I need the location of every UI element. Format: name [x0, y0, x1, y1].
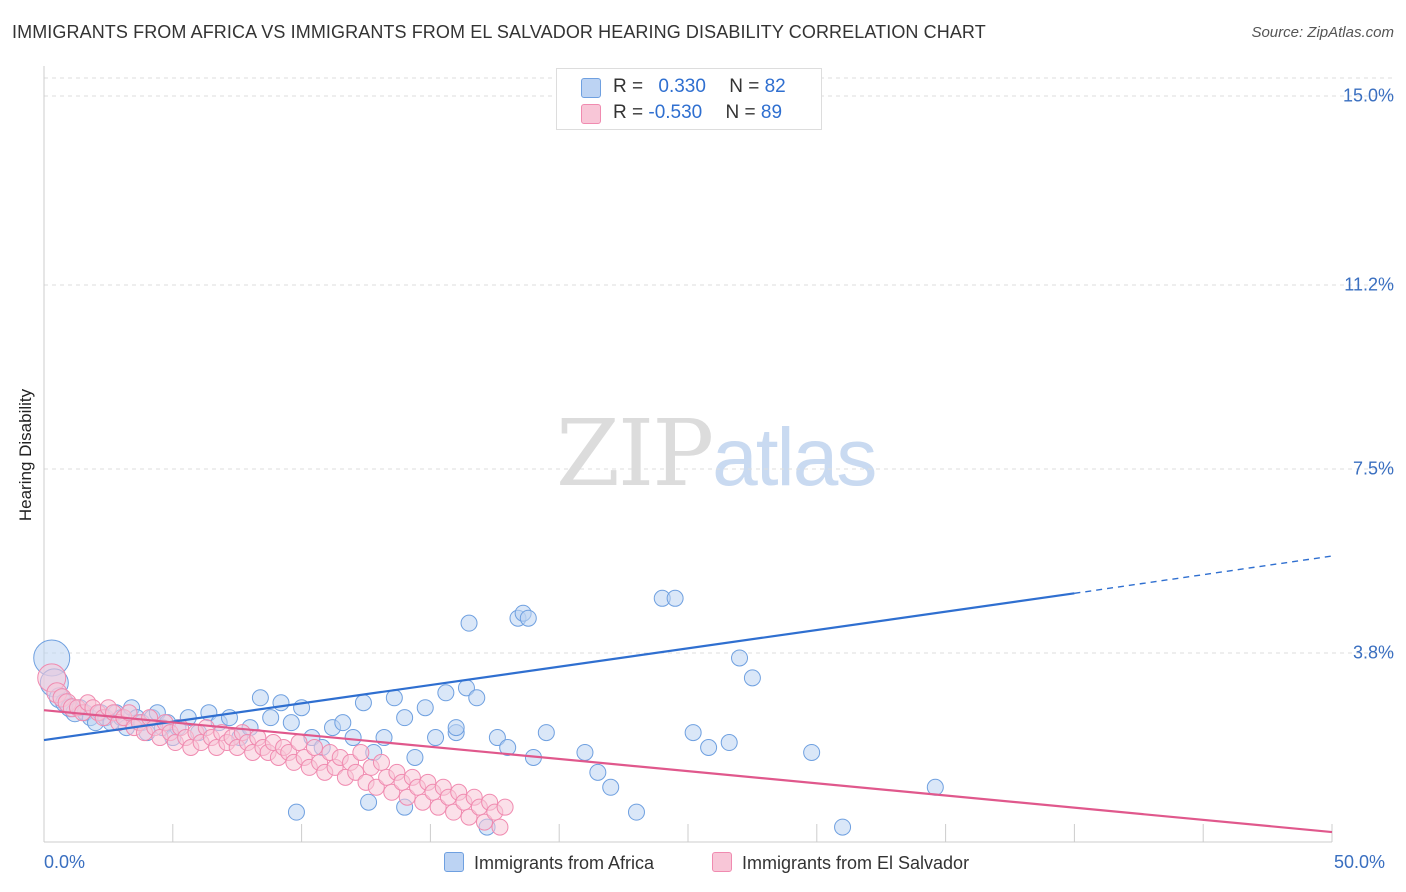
salvador-points [37, 663, 514, 836]
africa-point-35 [272, 694, 290, 712]
africa-point-34 [262, 709, 280, 727]
y-tick-label-3: 15.0% [1342, 85, 1394, 106]
africa-point-48 [406, 748, 424, 766]
salvador-n-label: N = [725, 102, 761, 123]
salvador-point-88 [496, 798, 514, 816]
chart-title: IMMIGRANTS FROM AFRICA VS IMMIGRANTS FRO… [12, 22, 986, 42]
salvador-point-59 [347, 763, 365, 781]
stats-box: R = 0.330 N = 82 R = -0.530 N = 89 [556, 68, 822, 130]
africa-point-51 [437, 684, 455, 702]
africa-swatch [581, 78, 601, 98]
salvador-point-51 [305, 739, 323, 757]
salvador-point-81 [460, 808, 478, 826]
legend-item-africa: Immigrants from Africa [444, 852, 654, 874]
watermark-atlas: atlas [712, 412, 877, 503]
salvador-r-label: R = [613, 102, 649, 123]
salvador-point-75 [429, 798, 447, 816]
legend-label-salvador: Immigrants from El Salvador [742, 853, 970, 873]
africa-point-63 [576, 743, 594, 761]
y-axis-label: Hearing Disability [16, 388, 35, 522]
salvador-point-87 [491, 818, 509, 836]
africa-point-62 [537, 724, 555, 742]
legend-swatch-salvador [712, 852, 732, 872]
africa-point-50 [427, 729, 445, 747]
africa-point-42 [344, 729, 362, 747]
africa-point-64 [589, 763, 607, 781]
legend-label-africa: Immigrants from Africa [474, 853, 655, 873]
x-tick-label-min: 0.0% [44, 852, 86, 872]
watermark-zip: ZIP [556, 400, 714, 507]
africa-point-57 [499, 739, 517, 757]
salvador-n-value: 89 [760, 102, 783, 123]
legend-swatch-africa [444, 852, 464, 872]
africa-point-68 [666, 589, 684, 607]
africa-point-46 [385, 689, 403, 707]
legend-item-salvador: Immigrants from El Salvador [712, 852, 969, 874]
watermark: ZIPatlas [556, 400, 877, 507]
africa-point-69 [684, 724, 702, 742]
africa-point-66 [627, 803, 645, 821]
africa-trend-extension [1074, 555, 1333, 595]
africa-point-80 [287, 803, 305, 821]
salvador-point-72 [414, 793, 432, 811]
africa-point-65 [602, 778, 620, 796]
salvador-point-60 [352, 743, 370, 761]
africa-trend-line [43, 592, 1075, 742]
grid-lines [44, 77, 1394, 654]
source-label: Source: ZipAtlas.com [1251, 24, 1394, 41]
africa-point-54 [468, 689, 486, 707]
africa-point-73 [743, 669, 761, 687]
africa-point-74 [803, 743, 821, 761]
africa-point-33 [251, 689, 269, 707]
x-tick-label-max: 50.0% [1334, 852, 1386, 872]
africa-point-75 [834, 818, 852, 836]
africa-n-value: 82 [764, 76, 786, 97]
y-tick-label-1: 7.5% [1352, 458, 1394, 479]
salvador-point-69 [398, 788, 416, 806]
africa-point-56 [488, 729, 506, 747]
africa-point-43 [354, 694, 372, 712]
africa-point-78 [460, 614, 478, 632]
salvador-point-15 [120, 704, 138, 722]
africa-point-72 [731, 649, 749, 667]
africa-point-60 [519, 609, 537, 627]
salvador-r-value: -0.530 [648, 102, 703, 123]
salvador-trend-line [43, 709, 1333, 834]
salvador-swatch [581, 104, 601, 124]
africa-point-47 [396, 709, 414, 727]
africa-point-70 [700, 739, 718, 757]
africa-point-49 [416, 699, 434, 717]
salvador-point-78 [445, 803, 463, 821]
salvador-point-64 [372, 753, 390, 771]
salvador-point-84 [475, 813, 493, 831]
africa-point-81 [360, 793, 378, 811]
africa-r-label: R = [613, 76, 649, 97]
africa-r-value: 0.330 [658, 76, 706, 97]
salvador-point-48 [290, 734, 308, 752]
y-tick-label-0: 3.8% [1352, 642, 1394, 663]
africa-point-71 [720, 734, 738, 752]
salvador-point-63 [367, 778, 385, 796]
africa-point-36 [282, 714, 300, 732]
trend-lines [43, 555, 1333, 834]
africa-n-label: N = [729, 76, 765, 97]
africa-point-41 [334, 714, 352, 732]
salvador-point-66 [383, 783, 401, 801]
axes [43, 66, 1333, 843]
africa-point-79 [447, 719, 465, 737]
y-tick-label-2: 11.2% [1344, 274, 1394, 295]
